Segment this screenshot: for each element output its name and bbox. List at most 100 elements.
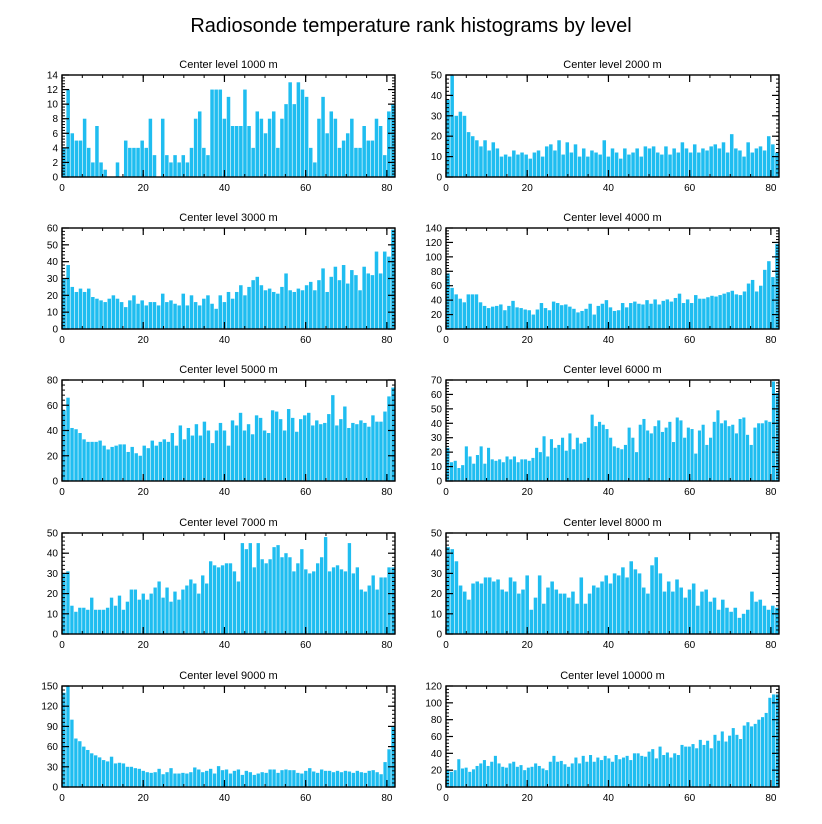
x-tick-label: 40 (219, 793, 231, 804)
bar (704, 589, 708, 634)
bar (327, 770, 332, 787)
bar (146, 448, 150, 481)
y-tick-label: 30 (431, 433, 443, 444)
bar (561, 154, 565, 177)
bar (224, 563, 229, 634)
bar (316, 772, 320, 787)
bar (222, 302, 227, 329)
bar (574, 757, 578, 787)
bar (62, 692, 66, 787)
bar (698, 739, 702, 787)
bar (319, 769, 324, 787)
bar (655, 152, 660, 177)
bar (110, 446, 114, 481)
bar (345, 133, 350, 177)
bar (490, 306, 495, 329)
bar (152, 302, 157, 329)
y-tick-label: 100 (425, 698, 442, 709)
bar (579, 443, 583, 481)
bar (185, 773, 189, 787)
bar (119, 302, 124, 329)
bar (562, 593, 567, 634)
bar (478, 302, 483, 329)
plot-frame (61, 532, 396, 635)
bar (483, 140, 487, 177)
bar (523, 309, 527, 329)
bar (527, 310, 531, 329)
bar (731, 728, 735, 787)
bar (181, 293, 186, 329)
bar (658, 746, 662, 787)
bar (90, 753, 94, 787)
bar (730, 290, 735, 329)
bar (475, 581, 479, 634)
bar (82, 291, 87, 329)
bar (454, 115, 459, 177)
bar (128, 147, 132, 177)
bar (177, 599, 181, 634)
bar (479, 583, 484, 634)
bar (722, 293, 726, 329)
plot-frame (445, 227, 780, 330)
bar (612, 310, 617, 329)
bar (359, 589, 363, 634)
bar (512, 581, 517, 634)
bar (695, 748, 699, 787)
bar (629, 760, 633, 787)
bar (661, 300, 665, 329)
bar (764, 420, 768, 481)
bar (712, 597, 717, 634)
bar (78, 433, 82, 481)
bar (355, 424, 359, 481)
bar (499, 304, 503, 329)
bar (290, 417, 295, 482)
bar (220, 770, 225, 787)
bar (596, 587, 600, 634)
bar (483, 463, 487, 481)
bar (193, 302, 198, 329)
bar (761, 717, 765, 787)
bar (379, 421, 383, 481)
y-tick-label: 60 (431, 281, 443, 292)
bar (598, 154, 602, 177)
y-tick-label: 0 (52, 477, 58, 488)
bar (99, 162, 103, 177)
bar (449, 771, 454, 787)
bar (117, 595, 122, 634)
bar (653, 299, 657, 329)
bar (74, 291, 79, 329)
bar (602, 140, 607, 177)
bar (181, 772, 185, 787)
bar (94, 755, 98, 787)
bar (700, 591, 704, 634)
panel-title: Center level 10000 m (560, 670, 665, 682)
bar (259, 118, 264, 177)
bar (66, 397, 70, 481)
bar (367, 585, 371, 634)
bar (214, 430, 219, 481)
bar (702, 298, 706, 329)
bar (350, 118, 354, 177)
x-tick-label: 60 (300, 640, 312, 651)
bar (569, 152, 574, 177)
panel-4: Center level 4000 m 0 20 40 60 80 0 20 40 60 80 100… (425, 212, 780, 346)
bar (123, 140, 128, 177)
bar (70, 427, 74, 481)
y-tick-label: 120 (41, 702, 58, 713)
bar (677, 293, 682, 329)
bar (592, 761, 596, 787)
bar (210, 89, 214, 177)
bar (458, 585, 463, 634)
bar (193, 118, 198, 177)
y-tick-label: 80 (431, 715, 443, 726)
bar (238, 412, 243, 481)
y-tick-label: 0 (436, 783, 442, 794)
bar (681, 303, 686, 329)
bar (687, 746, 691, 787)
bar (587, 593, 592, 634)
bar (300, 773, 304, 787)
bar (771, 277, 775, 329)
bar (675, 417, 679, 481)
bar (86, 441, 90, 481)
bar (212, 773, 217, 787)
